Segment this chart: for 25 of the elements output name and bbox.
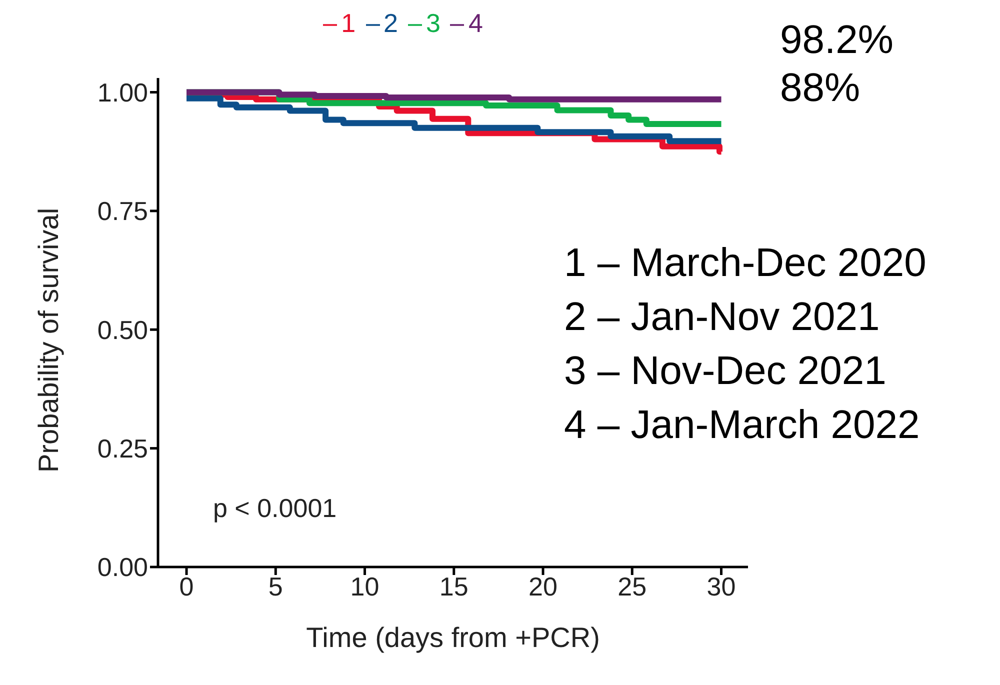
text: 98.2% — [780, 17, 894, 64]
annotation: 2 – Jan-Nov 2021 — [564, 294, 881, 341]
legend-label: 2 — [384, 8, 398, 38]
legend-label: 1 — [341, 8, 356, 38]
x-tick-label: 0 — [179, 571, 194, 602]
annotation: 1 – March-Dec 2020 — [564, 240, 926, 287]
annotation: p < 0.0001 — [213, 493, 337, 524]
annotation: 3 – Nov-Dec 2021 — [564, 348, 888, 395]
y-axis-title: Probability of survival — [32, 208, 64, 472]
y-tick-label: 0.00 — [97, 552, 148, 582]
legend-label: 3 — [426, 8, 440, 38]
legend-label: 4 — [468, 8, 483, 38]
y-tick-label: 0.50 — [97, 314, 148, 345]
x-tick-label: 30 — [706, 571, 736, 602]
x-tick-label: 15 — [439, 571, 468, 602]
y-tick-label: 0.75 — [97, 196, 148, 226]
x-axis-title: Time (days from +PCR) — [306, 622, 600, 653]
y-tick-label: 0.25 — [97, 434, 148, 464]
text: 88% — [780, 65, 862, 112]
annotation: 4 – Jan-March 2022 — [564, 402, 921, 449]
y-tick-label: 1.00 — [97, 77, 148, 108]
x-tick-label: 25 — [618, 571, 647, 602]
x-tick-label: 20 — [528, 571, 558, 602]
x-tick-label: 10 — [350, 571, 380, 602]
x-tick-label: 5 — [268, 571, 283, 602]
